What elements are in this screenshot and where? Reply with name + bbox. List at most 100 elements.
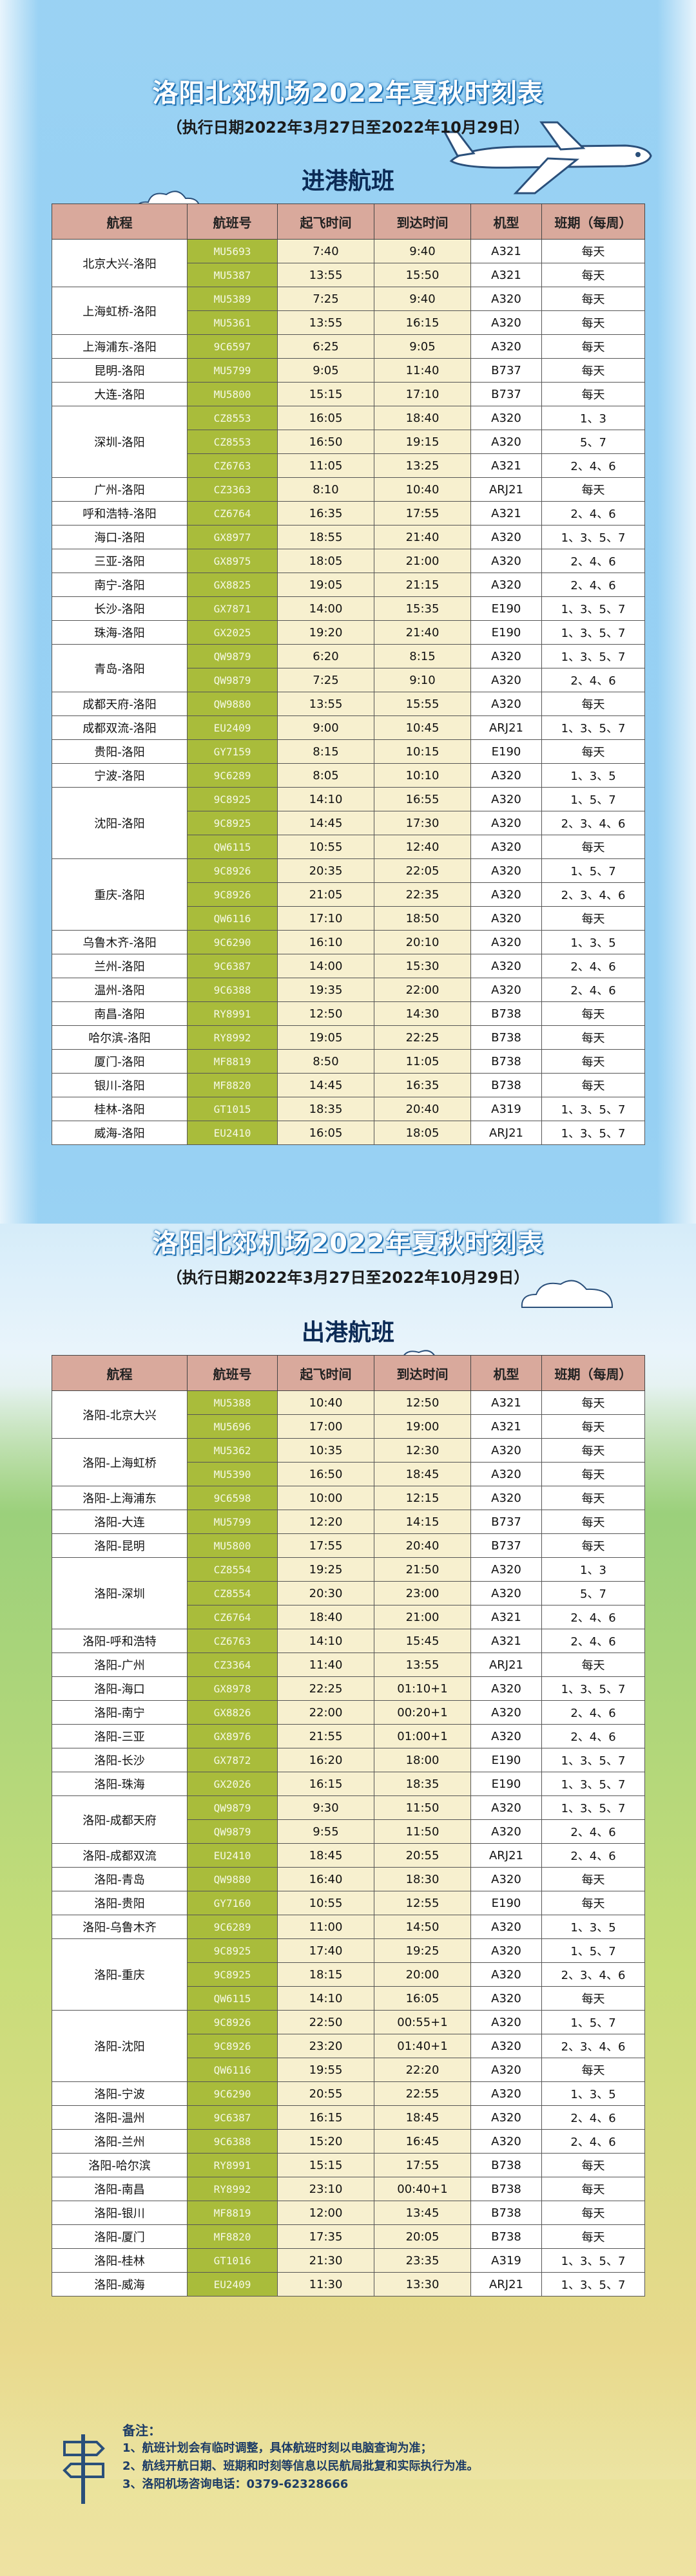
weekly-schedule-cell: 2、3、4、6 — [541, 882, 645, 907]
route-cell: 洛阳-贵阳 — [52, 1891, 188, 1915]
departure-time-cell: 11:00 — [277, 1915, 374, 1939]
departure-time-cell: 18:55 — [277, 525, 374, 549]
arrival-time-cell: 23:00 — [374, 1581, 471, 1605]
weekly-schedule-cell: 2、4、6 — [541, 668, 645, 692]
table-row: 洛阳-上海虹桥 MU5362 10:35 12:30 A320 每天 — [52, 1438, 645, 1486]
weekly-schedule-cell: 1、5、7 — [541, 787, 645, 811]
departure-time-cell: 13:55 — [277, 692, 374, 716]
table-row: 洛阳-青岛 QW9880 16:40 18:30 A320 每天 — [52, 1867, 645, 1891]
aircraft-type-cell: ARJ21 — [470, 2272, 542, 2297]
aircraft-type-cell: A320 — [470, 1867, 542, 1891]
weekly-schedule-cell: 每天 — [541, 1653, 645, 1677]
flight-number-cell: CZ8553 — [187, 406, 278, 430]
route-cell: 洛阳-桂林 — [52, 2248, 188, 2273]
flight-number-cell: RY8991 — [187, 1001, 278, 1026]
table-row: 广州-洛阳 CZ3363 8:10 10:40 ARJ21 每天 — [52, 477, 645, 502]
aircraft-type-cell: E190 — [470, 1772, 542, 1796]
weekly-schedule-cell: 2、4、6 — [541, 954, 645, 978]
flight-number-cell: RY8991 — [187, 2153, 278, 2177]
table-row: 上海浦东-洛阳 9C6597 6:25 9:05 A320 每天 — [52, 334, 645, 359]
arrival-time-cell: 21:40 — [374, 525, 471, 549]
route-cell: 南昌-洛阳 — [52, 1001, 188, 1026]
departure-time-cell: 19:55 — [277, 2058, 374, 2082]
table-row: 洛阳-珠海 GX2026 16:15 18:35 E190 1、3、5、7 — [52, 1772, 645, 1796]
flight-number-cell: CZ8554 — [187, 1557, 278, 1582]
arrival-time-cell: 01:40+1 — [374, 2034, 471, 2058]
arrival-time-cell: 14:30 — [374, 1001, 471, 1026]
table-row: 洛阳-北京大兴 MU5388 10:40 12:50 A321 每天 — [52, 1390, 645, 1439]
arrival-time-cell: 14:15 — [374, 1510, 471, 1534]
route-cell: 宁波-洛阳 — [52, 763, 188, 788]
header-departure-time: 起飞时间 — [277, 1355, 374, 1391]
arrival-time-cell: 8:15 — [374, 644, 471, 668]
departure-time-cell: 8:05 — [277, 763, 374, 788]
route-cell: 洛阳-北京大兴 — [52, 1390, 188, 1439]
departure-time-cell: 18:40 — [277, 1605, 374, 1629]
route-cell: 洛阳-成都双流 — [52, 1843, 188, 1868]
flight-number-cell: EU2409 — [187, 715, 278, 740]
arrival-time-cell: 22:20 — [374, 2058, 471, 2082]
departure-time-cell: 13:55 — [277, 263, 374, 287]
table-row: 兰州-洛阳 9C6387 14:00 15:30 A320 2、4、6 — [52, 954, 645, 978]
aircraft-type-cell: A320 — [470, 954, 542, 978]
arrival-time-cell: 11:05 — [374, 1049, 471, 1074]
weekly-schedule-cell: 2、3、4、6 — [541, 1962, 645, 1987]
aircraft-type-cell: E190 — [470, 620, 542, 645]
departure-time-cell: 17:00 — [277, 1414, 374, 1439]
arrival-time-cell: 20:10 — [374, 930, 471, 954]
flight-number-cell: CZ3364 — [187, 1653, 278, 1677]
table-row: CZ6763 11:05 13:25 A321 2、4、6 — [52, 453, 645, 478]
aircraft-type-cell: A321 — [470, 453, 542, 478]
table-row: 洛阳-南宁 GX8826 22:00 00:20+1 A320 2、4、6 — [52, 1700, 645, 1725]
flight-number-cell: 9C8926 — [187, 2010, 278, 2034]
arrival-time-cell: 9:05 — [374, 334, 471, 359]
weekly-schedule-cell: 1、3、5、7 — [541, 596, 645, 621]
weekly-schedule-cell: 每天 — [541, 263, 645, 287]
departure-time-cell: 9:55 — [277, 1819, 374, 1844]
route-cell: 上海浦东-洛阳 — [52, 334, 188, 359]
route-cell: 成都天府-洛阳 — [52, 692, 188, 716]
departure-time-cell: 10:55 — [277, 1891, 374, 1915]
notes-block: 备注： 1、航班计划会有临时调整，具体航班时刻以电脑查询为准； 2、航线开航日期… — [52, 2421, 644, 2494]
weekly-schedule-cell: 2、3、4、6 — [541, 811, 645, 835]
flight-number-cell: 9C8925 — [187, 1938, 278, 1963]
departure-time-cell: 19:20 — [277, 620, 374, 645]
route-cell: 昆明-洛阳 — [52, 358, 188, 383]
weekly-schedule-cell: 每天 — [541, 1025, 645, 1050]
flight-number-cell: MU5693 — [187, 239, 278, 263]
weekly-schedule-cell: 1、3、5、7 — [541, 1121, 645, 1145]
flight-number-cell: QW6115 — [187, 1986, 278, 2011]
departure-time-cell: 14:45 — [277, 1073, 374, 1097]
aircraft-type-cell: A320 — [470, 1438, 542, 1463]
arrival-time-cell: 17:10 — [374, 382, 471, 406]
arrival-time-cell: 20:40 — [374, 1533, 471, 1558]
flight-number-cell: MF8819 — [187, 2201, 278, 2225]
aircraft-type-cell: A320 — [470, 1557, 542, 1582]
flight-number-cell: GX2026 — [187, 1772, 278, 1796]
arrival-time-cell: 13:55 — [374, 1653, 471, 1677]
arrival-time-cell: 14:50 — [374, 1915, 471, 1939]
weekly-schedule-cell: 每天 — [541, 358, 645, 383]
weekly-schedule-cell: 1、3、5、7 — [541, 2248, 645, 2273]
arrival-time-cell: 22:25 — [374, 1025, 471, 1050]
arrival-time-cell: 20:55 — [374, 1843, 471, 1868]
departure-time-cell: 22:50 — [277, 2010, 374, 2034]
arrival-time-cell: 16:35 — [374, 1073, 471, 1097]
route-cell: 洛阳-温州 — [52, 2105, 188, 2130]
weekly-schedule-cell: 2、4、6 — [541, 2105, 645, 2130]
route-cell: 哈尔滨-洛阳 — [52, 1025, 188, 1050]
weekly-schedule-cell: 2、4、6 — [541, 549, 645, 573]
arrivals-subtitle: （执行日期2022年3月27日至2022年10月29日） — [166, 118, 530, 137]
flight-number-cell: MF8820 — [187, 2224, 278, 2249]
aircraft-type-cell: A321 — [470, 1390, 542, 1415]
header-arrival-time: 到达时间 — [374, 204, 471, 240]
table-row: 青岛-洛阳 QW9879 6:20 8:15 A320 1、3、5、7 — [52, 644, 645, 692]
aircraft-type-cell: ARJ21 — [470, 715, 542, 740]
flight-number-cell: 9C8925 — [187, 787, 278, 811]
table-row: 大连-洛阳 MU5800 15:15 17:10 B737 每天 — [52, 382, 645, 406]
aircraft-type-cell: A320 — [470, 2105, 542, 2130]
arrival-time-cell: 18:50 — [374, 906, 471, 931]
flight-number-cell: QW9880 — [187, 1867, 278, 1891]
aircraft-type-cell: A320 — [470, 787, 542, 811]
route-cell: 洛阳-上海浦东 — [52, 1486, 188, 1510]
